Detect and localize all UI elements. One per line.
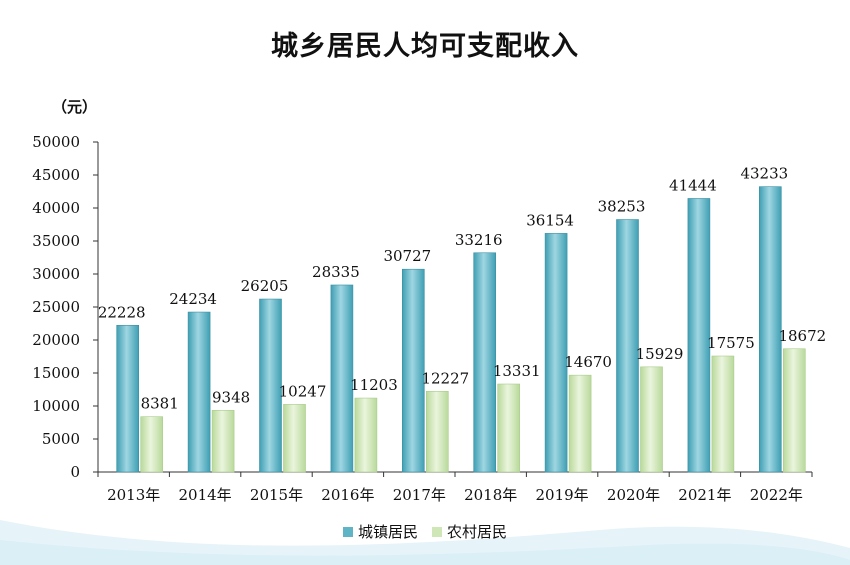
x-tick-label: 2021年 xyxy=(678,486,731,504)
bar-urban xyxy=(758,186,782,473)
legend-item-rural: 农村居民 xyxy=(432,521,507,542)
data-label-urban: 30727 xyxy=(383,247,431,265)
data-label-rural: 17575 xyxy=(707,334,755,352)
data-label-urban: 38253 xyxy=(598,198,646,216)
bars xyxy=(116,186,806,473)
data-label-rural: 18672 xyxy=(778,327,826,345)
data-label-urban: 41444 xyxy=(669,176,717,194)
y-tick-label: 30000 xyxy=(32,265,80,283)
bar-rural xyxy=(283,404,306,473)
data-label-urban: 33216 xyxy=(455,231,503,249)
data-label-rural: 12227 xyxy=(421,369,469,387)
bar-urban xyxy=(544,233,568,473)
legend-label-rural: 农村居民 xyxy=(447,523,508,541)
x-tick-label: 2014年 xyxy=(179,486,232,504)
bar-urban xyxy=(259,298,282,473)
x-tick-label: 2022年 xyxy=(750,486,803,504)
bar-urban xyxy=(116,324,139,473)
bar-rural xyxy=(711,355,735,473)
bar-rural xyxy=(211,410,235,473)
bar-rural xyxy=(640,366,663,473)
legend-swatch-urban xyxy=(342,526,353,537)
chart-title: 城乡居民人均可支配收入 xyxy=(271,31,579,62)
y-tick-label: 35000 xyxy=(32,232,80,250)
y-tick-label: 40000 xyxy=(32,199,80,217)
legend-item-urban: 城镇居民 xyxy=(342,521,418,542)
y-tick-label: 15000 xyxy=(32,364,80,382)
x-tick-label: 2017年 xyxy=(393,486,446,504)
x-tick-label: 2015年 xyxy=(250,486,303,504)
x-tick-label: 2016年 xyxy=(321,486,374,504)
bar-urban xyxy=(687,198,711,473)
data-label-rural: 9348 xyxy=(212,388,250,406)
x-tick-label: 2013年 xyxy=(107,486,160,504)
data-label-rural: 14670 xyxy=(564,353,612,371)
y-axis-unit-label: （元） xyxy=(52,98,98,116)
bar-urban xyxy=(330,284,354,473)
legend: 城镇居民 农村居民 xyxy=(0,521,850,542)
bar-rural xyxy=(782,348,806,473)
y-tick-label: 45000 xyxy=(32,166,80,184)
data-label-urban: 22228 xyxy=(98,303,146,321)
legend-swatch-rural xyxy=(432,526,442,537)
data-label-rural: 10247 xyxy=(279,382,327,400)
data-label-urban: 43233 xyxy=(740,165,788,183)
bar-urban xyxy=(401,268,425,473)
data-label-rural: 15929 xyxy=(636,345,684,363)
data-label-urban: 26205 xyxy=(241,277,289,295)
y-tick-label: 25000 xyxy=(32,298,80,316)
bar-urban xyxy=(473,252,497,473)
y-tick-label: 50000 xyxy=(32,133,80,151)
y-tick-label: 20000 xyxy=(32,331,80,349)
bar-rural xyxy=(140,416,163,473)
data-label-urban: 24234 xyxy=(169,290,217,308)
bar-rural xyxy=(425,391,449,473)
x-tick-label: 2020年 xyxy=(607,486,660,504)
legend-label-urban: 城镇居民 xyxy=(357,523,418,541)
bar-rural xyxy=(354,397,378,473)
data-label-rural: 11203 xyxy=(350,376,398,394)
labels: 0 5000 10000 15000 20000 25000 30000 35000 40000… xyxy=(32,133,826,504)
x-tick-label: 2019年 xyxy=(536,486,589,504)
bar-urban xyxy=(616,219,639,473)
bar-rural xyxy=(568,374,592,473)
data-label-urban: 28335 xyxy=(312,263,360,281)
y-tick-label: 5000 xyxy=(42,430,80,448)
data-label-urban: 36154 xyxy=(526,211,574,229)
data-label-rural: 8381 xyxy=(141,395,179,413)
bar-urban xyxy=(187,311,211,473)
y-tick-label: 0 xyxy=(70,463,80,481)
y-tick-label: 10000 xyxy=(32,397,80,415)
x-tick-label: 2018年 xyxy=(464,486,517,504)
data-label-rural: 13331 xyxy=(493,362,541,380)
bar-rural xyxy=(497,383,521,473)
